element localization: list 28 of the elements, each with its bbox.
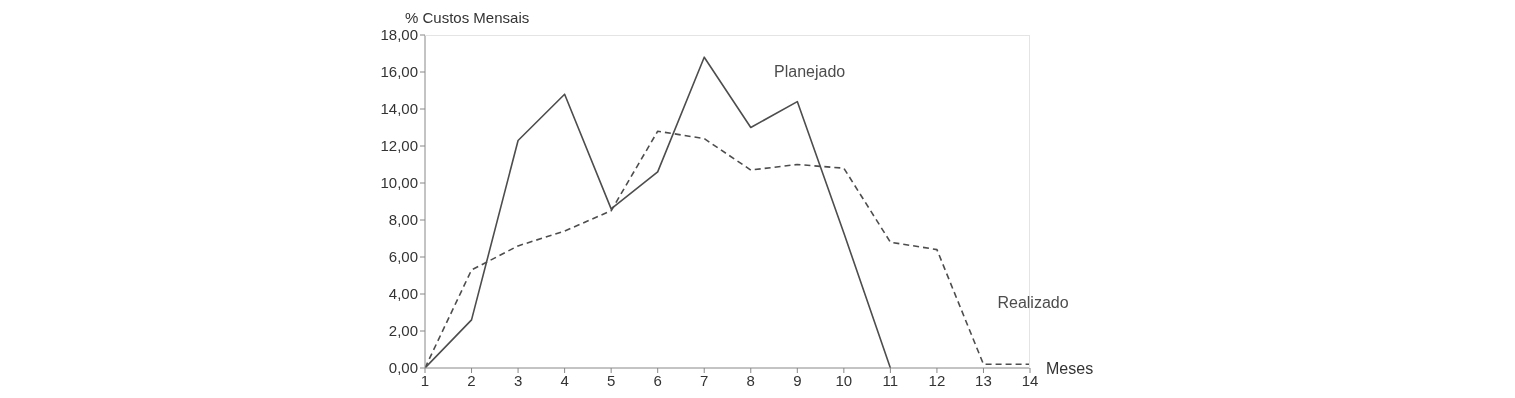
y-tick-label: 8,00	[388, 211, 418, 229]
y-tick-label: 10,00	[380, 174, 418, 192]
y-tick-label: 0,00	[388, 359, 418, 377]
y-tick-label: 14,00	[380, 100, 418, 118]
y-tick-label: 12,00	[380, 137, 418, 155]
x-tick-label: 8	[746, 371, 755, 389]
x-tick-label: 9	[793, 371, 802, 389]
y-tick-label: 18,00	[380, 26, 418, 44]
x-tick-label: 3	[513, 371, 523, 389]
x-tick-label: 7	[700, 371, 709, 389]
y-tick-label: 2,00	[388, 322, 418, 340]
x-tick-label: 4	[560, 371, 569, 389]
text: Realizado	[997, 294, 1069, 312]
y-axis-title: % Custos Mensais	[405, 9, 530, 26]
y-tick-label: 6,00	[388, 248, 418, 266]
x-tick-label: 10	[835, 371, 853, 389]
x-tick-label: 12	[928, 371, 946, 389]
x-tick-label: 5	[606, 371, 616, 389]
series-label: Planejado	[774, 62, 846, 81]
y-tick-label: 16,00	[380, 63, 418, 81]
x-tick-label: 14	[1021, 371, 1039, 389]
x-tick-label: 13	[975, 371, 992, 389]
x-axis-title: Meses	[1046, 360, 1094, 378]
x-tick-label: 1	[420, 371, 430, 389]
x-tick-label: 2	[467, 371, 476, 389]
x-tick-label: 6	[653, 371, 662, 389]
y-tick-label: 4,00	[388, 285, 418, 303]
x-tick-label: 11	[882, 371, 899, 389]
